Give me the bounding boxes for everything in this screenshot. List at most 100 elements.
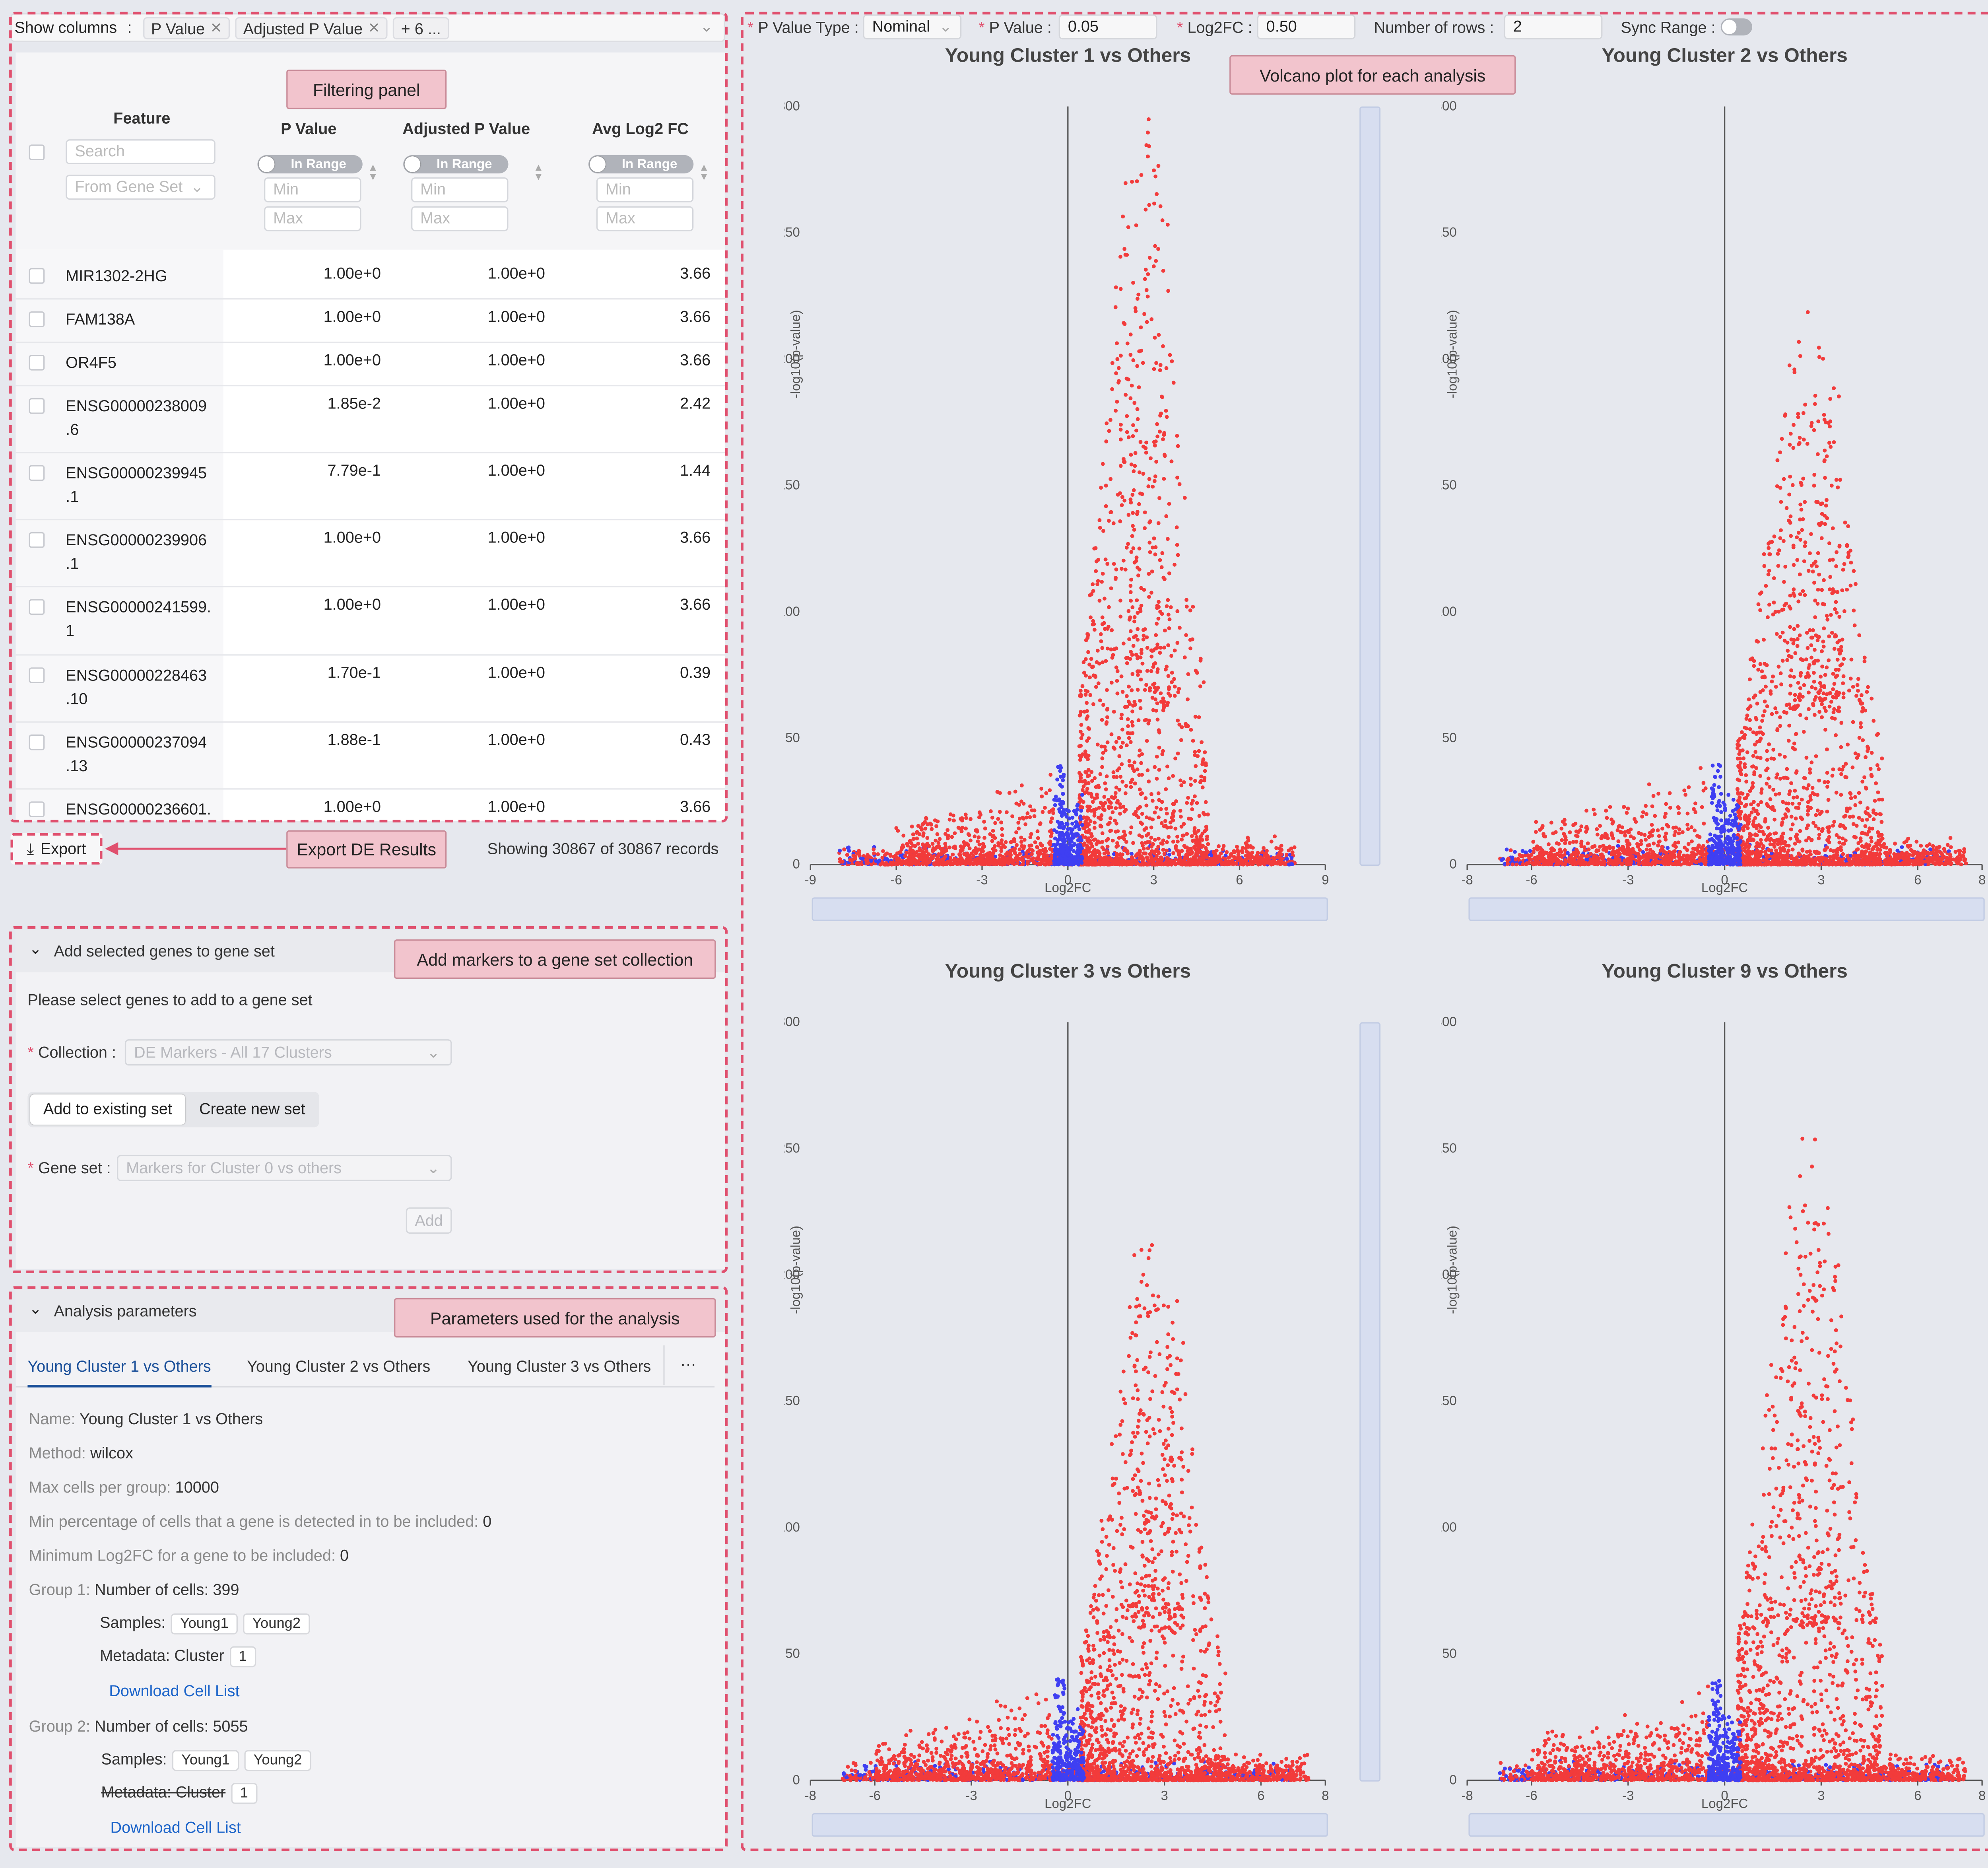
log2fc-threshold-input[interactable]: 0.50 — [1257, 14, 1356, 40]
row-checkbox[interactable] — [29, 465, 45, 481]
data-point — [1702, 821, 1706, 826]
volcano-plot[interactable]: 050100150200250300-9-6-30369Log2FC-log10… — [784, 46, 1362, 939]
download-cell-list-link[interactable]: Download Cell List — [109, 1681, 240, 1700]
data-point — [1161, 848, 1165, 852]
fc-max-input[interactable]: Max — [596, 206, 694, 231]
row-checkbox[interactable] — [29, 801, 45, 817]
feature-search-input[interactable]: Search — [66, 139, 215, 164]
data-point — [1651, 794, 1656, 798]
sync-range-toggle[interactable] — [1720, 18, 1753, 36]
chevron-down-icon[interactable]: ⌄ — [700, 17, 713, 36]
data-point — [1244, 860, 1248, 864]
x-zoom-slider[interactable] — [812, 897, 1328, 921]
data-point — [1604, 809, 1608, 813]
select-all-checkbox[interactable] — [29, 144, 45, 161]
row-checkbox[interactable] — [29, 667, 45, 683]
data-point — [1139, 586, 1143, 590]
row-checkbox[interactable] — [29, 311, 45, 327]
column-tag[interactable]: P Value ✕ — [143, 17, 230, 40]
close-icon[interactable]: ✕ — [210, 21, 222, 37]
data-point — [1510, 859, 1515, 863]
data-point — [1177, 686, 1181, 691]
data-point — [1274, 846, 1279, 850]
sort-icon[interactable]: ▲ ▼ — [533, 161, 544, 183]
data-point — [1109, 586, 1113, 591]
y-zoom-slider[interactable] — [1359, 106, 1381, 866]
sort-icon[interactable]: ▲ ▼ — [699, 161, 709, 183]
show-columns-bar[interactable]: Show columns : P Value ✕ Adjusted P Value… — [10, 13, 725, 42]
meta-tag: 1 — [229, 1646, 256, 1668]
data-point — [1532, 846, 1536, 851]
data-point — [1149, 825, 1153, 830]
add-to-existing-button[interactable]: Add to existing set — [30, 1094, 185, 1125]
data-point — [993, 848, 998, 853]
data-point — [1206, 842, 1210, 846]
data-point — [990, 815, 994, 820]
data-point — [939, 852, 943, 857]
gene-set-filter-select[interactable]: From Gene Set ⌄ — [66, 175, 215, 200]
data-point — [1667, 850, 1672, 854]
data-point — [1184, 598, 1189, 602]
data-point — [967, 854, 972, 858]
group2-samples-label: Samples: — [101, 1750, 167, 1769]
column-tag[interactable]: Adjusted P Value ✕ — [235, 17, 388, 40]
data-point — [1140, 791, 1144, 795]
volcano-plot[interactable]: 050100150200250300-8-6-30368Log2FC-log10… — [1441, 46, 1988, 939]
create-new-set-button[interactable]: Create new set — [199, 1100, 305, 1118]
tab-young-cluster-2[interactable]: Young Cluster 2 vs Others — [247, 1357, 431, 1376]
data-point — [1146, 721, 1151, 726]
export-button[interactable]: ⤓ Export — [10, 833, 103, 865]
data-point — [1153, 336, 1157, 340]
chevron-down-icon[interactable]: ⌄ — [29, 939, 42, 958]
adj-min-input[interactable]: Min — [411, 177, 509, 202]
pvalue-max-input[interactable]: Max — [264, 206, 361, 231]
row-checkbox[interactable] — [29, 599, 45, 615]
data-point — [1161, 708, 1165, 713]
adj-max-input[interactable]: Max — [411, 206, 509, 231]
chevron-down-icon[interactable]: ⌄ — [29, 1299, 42, 1318]
tab-young-cluster-3[interactable]: Young Cluster 3 vs Others — [468, 1357, 651, 1376]
data-point — [1102, 851, 1107, 855]
rows-input[interactable]: 2 — [1504, 14, 1603, 40]
data-point — [1155, 854, 1159, 858]
pvalue-type-select[interactable]: Nominal ⌄ — [863, 14, 962, 40]
pvalue-min-input[interactable]: Min — [264, 177, 361, 202]
more-tabs-icon[interactable]: ··· — [680, 1355, 696, 1373]
add-button[interactable]: Add — [406, 1207, 452, 1234]
data-point — [1175, 525, 1179, 530]
download-cell-list-link[interactable]: Download Cell List — [110, 1818, 241, 1837]
data-point — [930, 827, 934, 831]
close-icon[interactable]: ✕ — [368, 21, 380, 37]
data-point — [1641, 860, 1645, 864]
data-point — [1022, 844, 1026, 849]
data-point — [1155, 645, 1159, 650]
adj-in-range-toggle[interactable]: In Range — [403, 155, 509, 174]
pvalue-threshold-input[interactable]: 0.05 — [1058, 14, 1157, 40]
pvalue-threshold-label: P Value — [989, 18, 1043, 37]
fc-in-range-toggle[interactable]: In Range — [588, 155, 694, 174]
data-point — [1759, 838, 1763, 842]
data-point — [1049, 834, 1053, 838]
row-checkbox[interactable] — [29, 268, 45, 284]
column-tag-more[interactable]: + 6 ... — [393, 17, 449, 40]
data-point — [1699, 766, 1703, 770]
pvalue-in-range-toggle[interactable]: In Range — [257, 155, 363, 174]
data-point — [1598, 824, 1602, 828]
data-point — [1569, 853, 1574, 857]
gene-set-select[interactable]: Markers for Cluster 0 vs others ⌄ — [117, 1155, 452, 1181]
sort-icon[interactable]: ▲ ▼ — [368, 161, 379, 183]
row-checkbox[interactable] — [29, 398, 45, 414]
tab-young-cluster-1[interactable]: Young Cluster 1 vs Others — [27, 1357, 211, 1376]
data-point — [903, 860, 907, 864]
row-checkbox[interactable] — [29, 734, 45, 750]
data-point — [1900, 845, 1904, 849]
data-point — [1153, 545, 1158, 549]
row-checkbox[interactable] — [29, 532, 45, 548]
data-point — [1639, 839, 1643, 843]
fc-min-input[interactable]: Min — [596, 177, 694, 202]
data-point — [1163, 454, 1167, 458]
data-point — [1153, 439, 1158, 443]
collection-select[interactable]: DE Markers - All 17 Clusters ⌄ — [124, 1039, 452, 1066]
data-point — [1107, 821, 1112, 825]
row-checkbox[interactable] — [29, 354, 45, 371]
